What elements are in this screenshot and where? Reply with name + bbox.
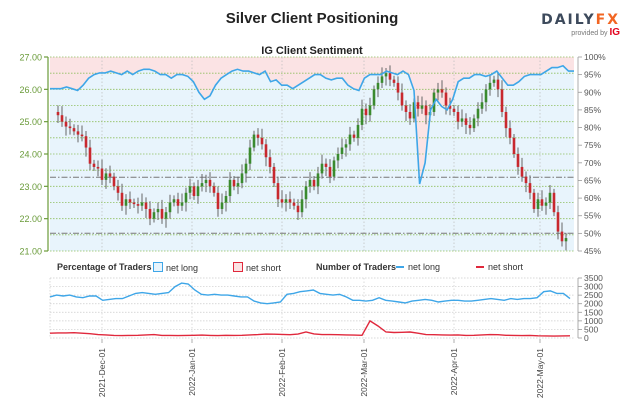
percent-tick-label: 70% (584, 158, 601, 168)
traders-line-net-long (49, 282, 571, 305)
price-tick-label: 26.00 (19, 85, 42, 95)
traders-tick-label: 1000 (584, 316, 603, 326)
percent-tick-label: 80% (584, 123, 601, 133)
traders-tick-label: 2500 (584, 290, 603, 300)
chart-title: Silver Client Positioning (225, 10, 399, 27)
legend-num-header: Number of Traders (316, 262, 397, 272)
net-long-line-icon (396, 266, 404, 268)
price-tick-label: 25.00 (19, 117, 42, 127)
logo-provided-by: provided by (571, 30, 610, 37)
percent-tick-label: 100% (584, 52, 606, 62)
date-tick-label: 2022-Apr-01 (449, 348, 459, 396)
net-short-line-icon (476, 266, 484, 268)
legend-num-long: net long (396, 262, 440, 272)
traders-tick-label: 0 (584, 333, 589, 343)
price-tick-label: 23.00 (19, 182, 42, 192)
percent-tick-label: 50% (584, 228, 601, 238)
price-tick-label: 22.00 (19, 214, 42, 224)
traders-tick-label: 2000 (584, 299, 603, 309)
date-tick-label: 2021-Dec-01 (97, 348, 107, 397)
net-long-box-icon (153, 262, 163, 272)
traders-tick-label: 3000 (584, 282, 603, 292)
dailyfx-logo: DAILYFX provided by IG (530, 12, 620, 38)
chart-subtitle: IG Client Sentiment (261, 45, 363, 57)
price-tick-label: 24.00 (19, 150, 42, 160)
percent-tick-label: 55% (584, 211, 601, 221)
percent-tick-label: 60% (584, 193, 601, 203)
traders-tick-label: 1500 (584, 307, 603, 317)
logo-tagline: provided by IG (530, 27, 620, 38)
legend-num-short: net short (476, 262, 523, 272)
legend-num-long-label: net long (408, 262, 441, 272)
date-tick-label: 2022-Jan-01 (187, 348, 197, 396)
percent-tick-label: 75% (584, 140, 601, 150)
percent-tick-label: 85% (584, 105, 601, 115)
legend-pct-long-label: net long (166, 263, 199, 273)
percent-tick-label: 90% (584, 87, 601, 97)
legend-pct-header: Percentage of Traders (57, 262, 152, 272)
percent-tick-label: 45% (584, 246, 601, 256)
legend-pct-short: net short (233, 262, 281, 273)
logo-wordmark: DAILYFX (530, 12, 620, 28)
legend-num-short-label: net short (488, 262, 524, 272)
date-tick-label: 2022-Feb-01 (277, 348, 287, 397)
legend-pct-long: net long (153, 262, 198, 273)
logo-fx: FX (595, 12, 620, 28)
percent-tick-label: 95% (584, 70, 601, 80)
traders-tick-label: 500 (584, 324, 598, 334)
logo-ig: IG (609, 27, 620, 38)
percent-tick-label: 65% (584, 175, 601, 185)
traders-tick-label: 3500 (584, 273, 603, 283)
net-short-box-icon (233, 262, 243, 272)
logo-daily: DAILY (541, 12, 596, 28)
date-tick-label: 2022-Mar-01 (359, 348, 369, 397)
date-tick-label: 2022-May-01 (535, 348, 545, 398)
traders-line-net-short (49, 319, 571, 337)
price-tick-label: 21.00 (19, 247, 42, 257)
legend: Percentage of Traders net long net short… (0, 262, 624, 276)
legend-pct-short-label: net short (246, 263, 282, 273)
price-tick-label: 27.00 (19, 53, 42, 63)
